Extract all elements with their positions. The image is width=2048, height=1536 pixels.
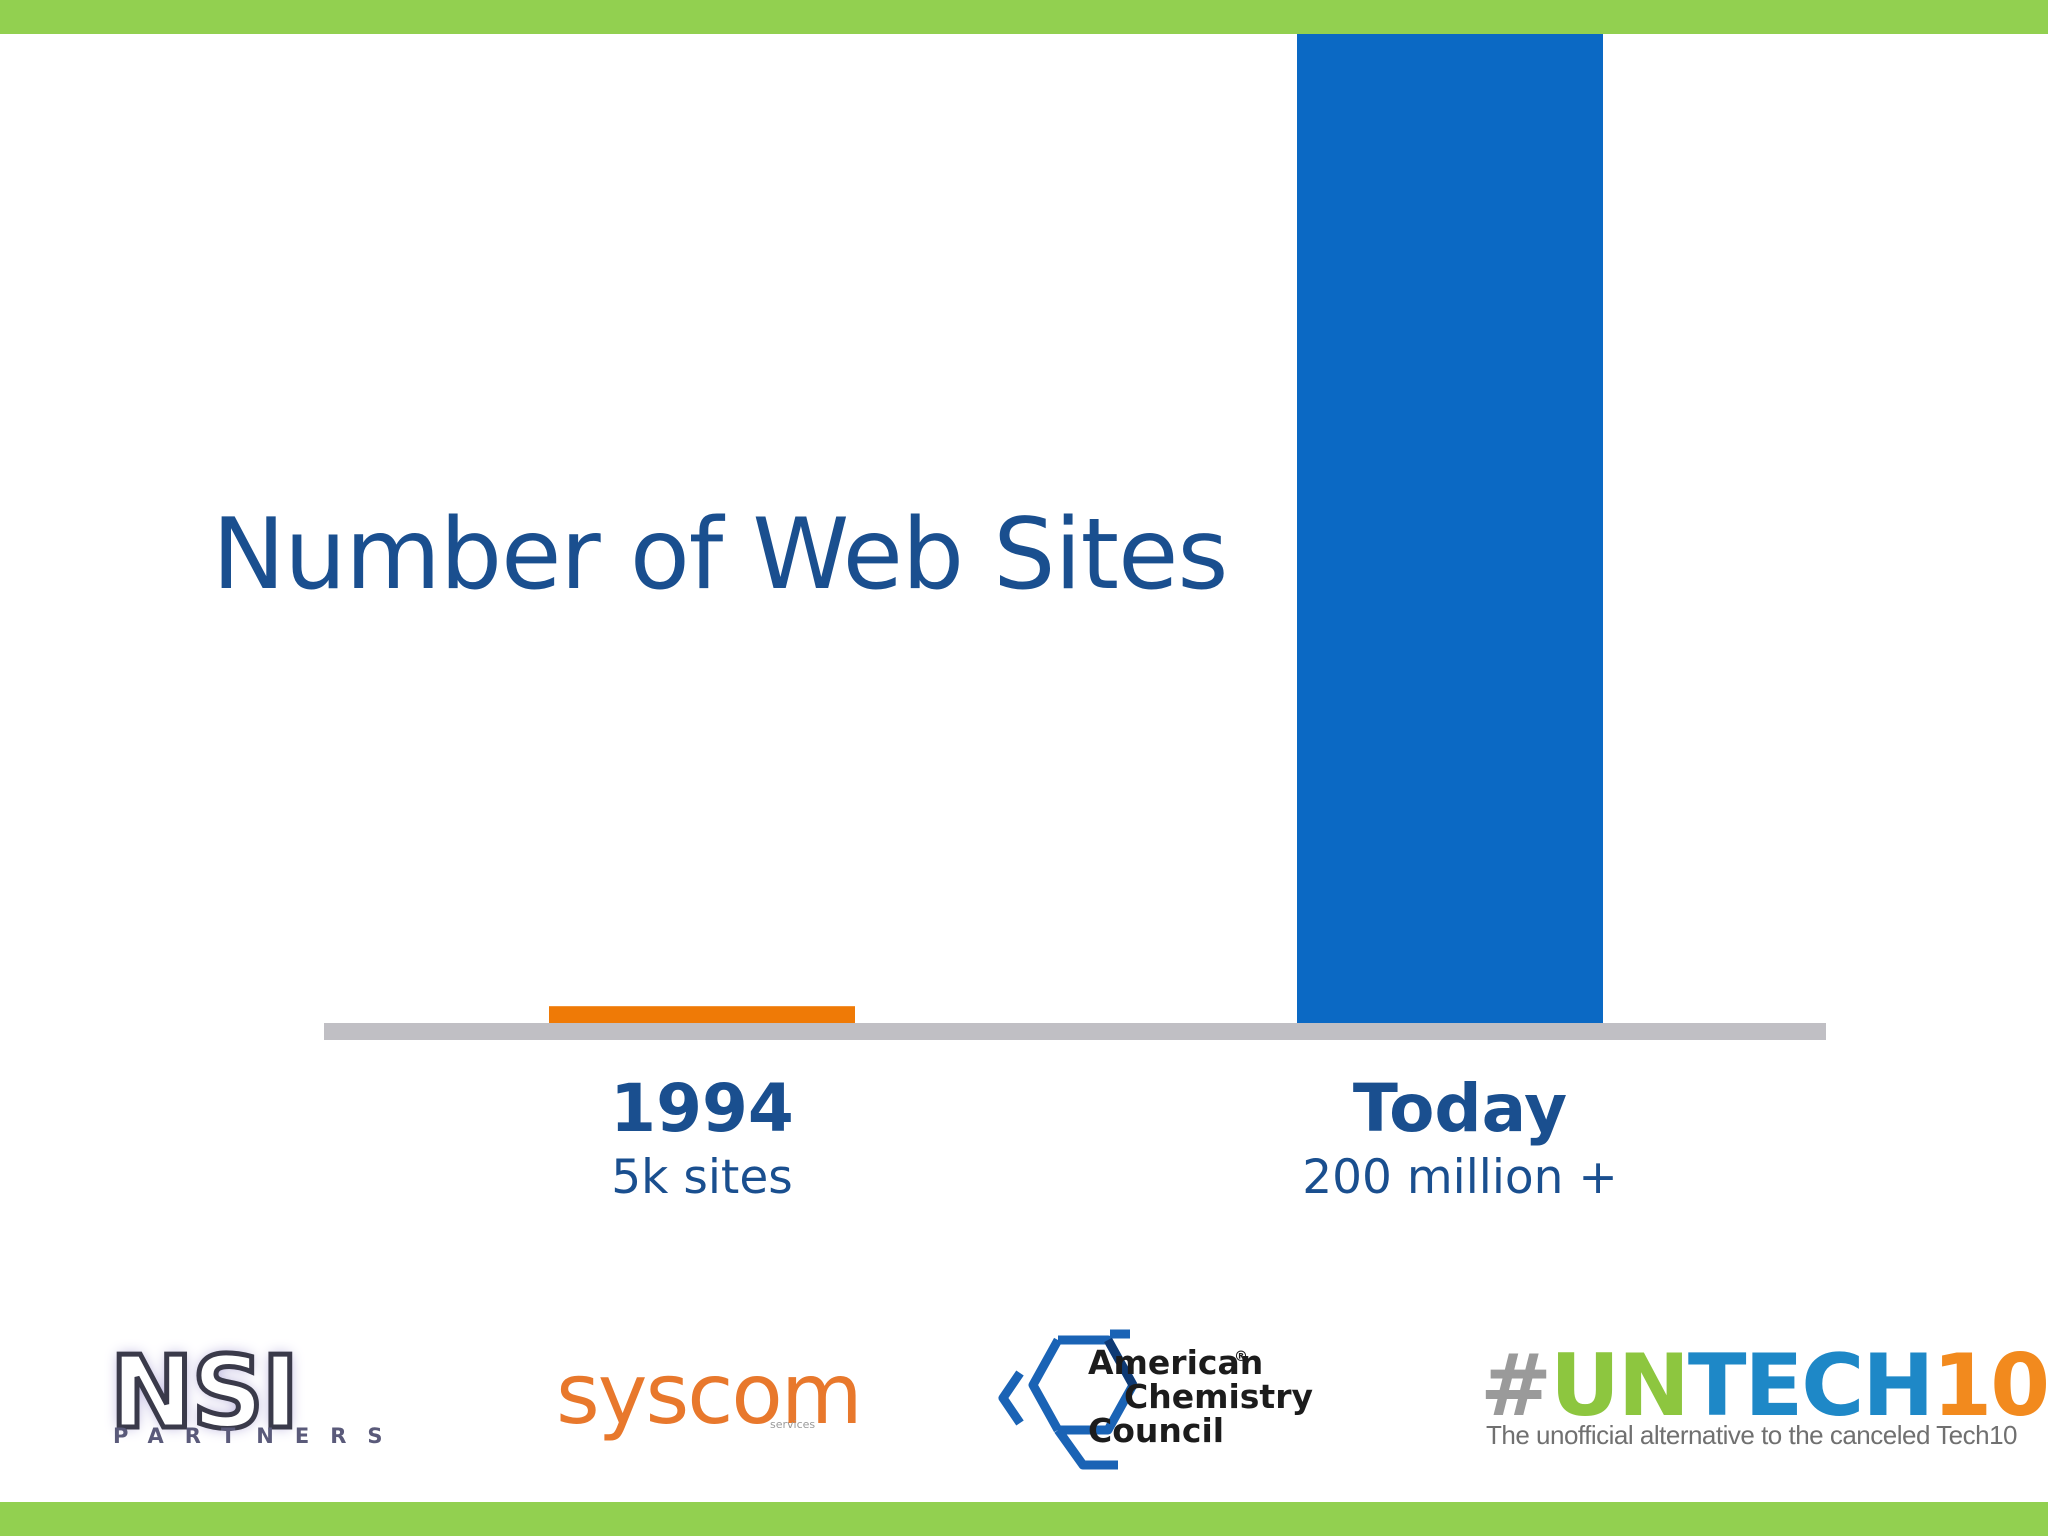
nsi-logo-text: NSI	[108, 1332, 302, 1454]
bottom-band	[0, 1502, 2048, 1536]
top-band	[0, 0, 2048, 34]
acc-logo-registered-mark: ®	[1234, 1349, 1248, 1365]
untech-num: 10	[1932, 1336, 2048, 1436]
untech-tech: TECH	[1687, 1336, 1934, 1436]
untech10-logo-tagline: The unofficial alternative to the cancel…	[1486, 1420, 2018, 1450]
untech-hash: #	[1480, 1336, 1552, 1436]
acc-logo-line1: American	[1088, 1343, 1264, 1382]
category-label-today: Today	[1352, 1070, 1568, 1147]
nsi-logo-tagline: PARTNERS	[113, 1424, 404, 1448]
bar-today	[1297, 34, 1603, 1023]
bar-1994	[549, 1006, 855, 1023]
acc-logo-line2: Chemistry	[1124, 1377, 1313, 1416]
syscom-logo-text: syscom	[556, 1345, 863, 1443]
syscom-logo-tagline: services	[770, 1418, 816, 1431]
category-label-1994: 1994	[610, 1070, 794, 1147]
chart-title: Number of Web Sites	[212, 498, 1228, 612]
value-label-1994: 5k sites	[611, 1150, 793, 1205]
value-label-today: 200 million +	[1302, 1150, 1618, 1205]
untech-un: UN	[1550, 1336, 1690, 1436]
acc-logo-line3: Council	[1088, 1411, 1225, 1450]
untech10-logo-text: #UNTECH10	[1480, 1336, 2048, 1436]
x-axis-line	[324, 1023, 1826, 1040]
